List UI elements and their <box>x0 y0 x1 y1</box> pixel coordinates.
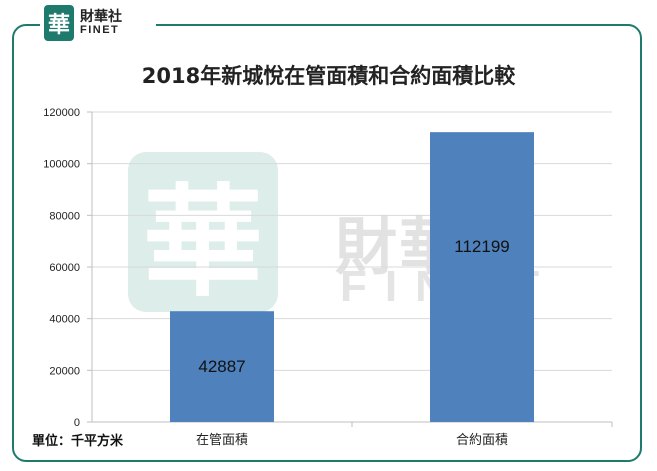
chart-frame <box>12 24 642 462</box>
bars <box>170 132 534 422</box>
bar-1 <box>170 311 274 422</box>
x-tick-label: 合約面積 <box>456 433 508 448</box>
y-tick-label: 0 <box>74 417 80 429</box>
logo-mark-icon: 華 <box>44 5 74 41</box>
y-tick-label: 100000 <box>43 159 80 171</box>
y-tick-label: 120000 <box>43 107 80 119</box>
logo-name-cn: 財華社 <box>80 8 122 25</box>
logo-text: 財華社 FINET <box>80 10 122 36</box>
y-tick-label: 60000 <box>49 262 80 274</box>
chart-title: 2018年新城悅在管面積和合約面積比較 <box>141 64 516 88</box>
data-label: 112199 <box>454 237 509 256</box>
finet-logo: 華 財華社 FINET <box>40 2 156 44</box>
y-tick-label: 40000 <box>49 314 80 326</box>
y-tick-label: 80000 <box>49 210 80 222</box>
y-tick-label: 20000 <box>49 365 80 377</box>
labels: 0 20000 40000 60000 80000 100000 120000 42887 在管… <box>43 107 509 448</box>
unit-label: 單位：千平方米 <box>32 434 124 449</box>
x-tick-label: 在管面積 <box>196 433 248 448</box>
logo-name-en: FINET <box>80 23 120 36</box>
bar-2 <box>430 132 534 422</box>
data-label: 42887 <box>198 357 245 376</box>
